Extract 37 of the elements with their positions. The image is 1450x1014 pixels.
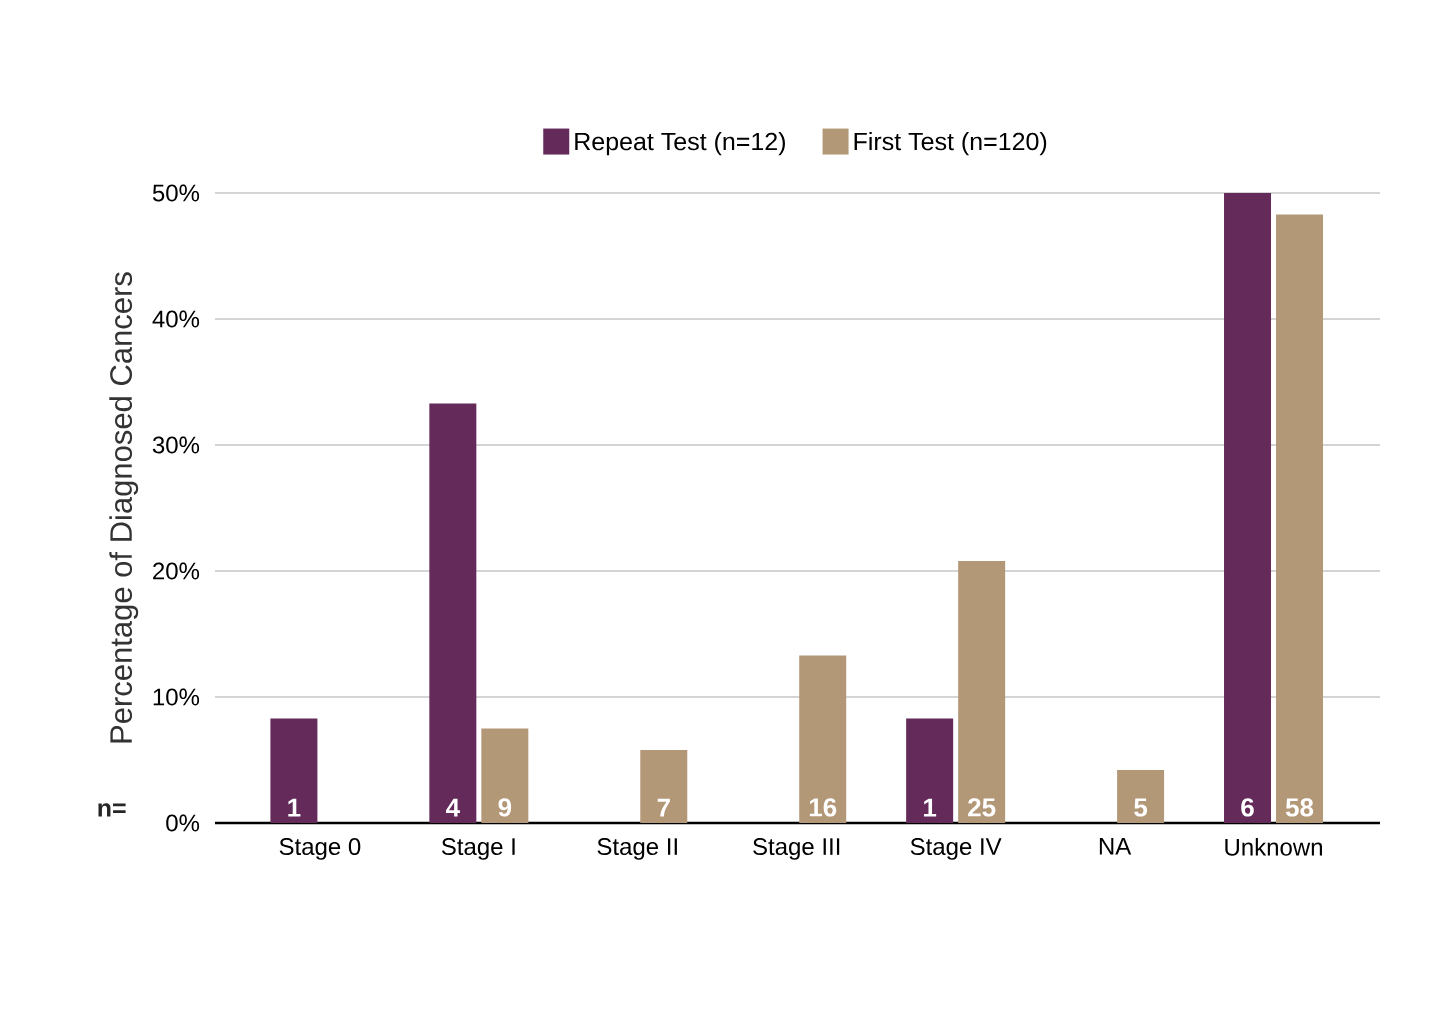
x-tick-label: Stage III [753, 838, 840, 860]
x-tick-label: NA [1099, 838, 1132, 855]
x-tick-label: Stage II [597, 838, 677, 860]
y-tick-label: 30% [152, 436, 200, 454]
bar [1276, 214, 1324, 823]
bar [1224, 193, 1272, 823]
bar [640, 749, 688, 823]
annotation: 7 [657, 798, 670, 817]
x-tick-label: Stage I [441, 838, 515, 860]
bar [1117, 770, 1165, 823]
bar [906, 718, 954, 823]
annotation: 1 [288, 798, 301, 817]
bar [958, 560, 1006, 823]
x-tick-label: Stage 0 [279, 838, 361, 860]
y-axis-title: Percentage of Diagnosed Cancers [109, 272, 139, 743]
legend-label: First Test (n=120) [854, 131, 1047, 156]
annotation: 25 [968, 798, 996, 817]
bar [481, 728, 529, 823]
annotation: 16 [809, 798, 837, 817]
y-tick-label: 50% [152, 184, 200, 202]
annotation: 9 [498, 798, 512, 817]
text: n= [98, 803, 126, 817]
bar [429, 403, 477, 823]
y-tick-label: 0% [166, 814, 200, 832]
annotation: 5 [1134, 798, 1148, 817]
y-tick-label: 10% [153, 688, 200, 706]
bar [270, 718, 318, 823]
annotation: 1 [924, 798, 937, 817]
annotation: 4 [446, 798, 460, 817]
y-tick-label: 20% [153, 562, 200, 580]
x-tick-label: Stage IV [910, 838, 1002, 860]
legend-label: Repeat Test (n=12) [575, 131, 785, 156]
annotation: 58 [1285, 798, 1314, 817]
annotation: 6 [1241, 798, 1254, 817]
y-tick-label: 40% [152, 310, 200, 328]
bar [799, 655, 847, 823]
x-tick-label: Unknown [1225, 838, 1322, 856]
